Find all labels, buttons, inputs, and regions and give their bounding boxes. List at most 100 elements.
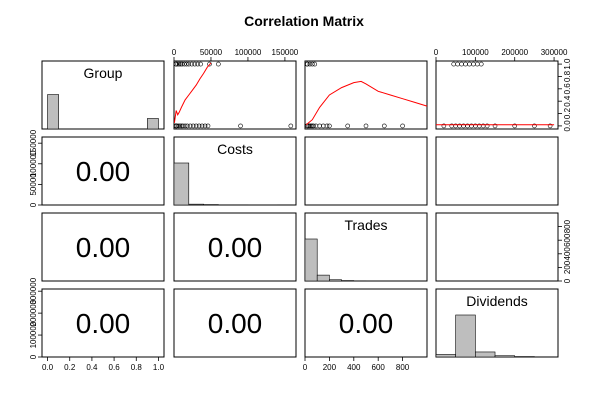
scatter-point [182, 123, 188, 129]
histogram-bar-dividends [435, 354, 456, 358]
scatter-point [177, 123, 183, 129]
x-tick-label-bottom: 200 [323, 363, 337, 372]
variable-label-dividends: Dividends [466, 293, 527, 309]
correlation-value-dividends-group: 0.00 [76, 308, 131, 339]
histogram-bar-dividends [475, 351, 496, 358]
x-tick-label-top: 0 [172, 48, 177, 57]
panel-frame-group-dividends [435, 60, 559, 130]
scatter-point [345, 123, 351, 129]
correlation-value-costs-group: 0.00 [76, 156, 131, 187]
scatter-point [463, 61, 468, 67]
y-tick-label-right: 0.6 [563, 83, 572, 95]
scatter-point [475, 61, 480, 67]
panel-frame-costs-group [41, 136, 165, 206]
y-tick-label-right: 600 [563, 233, 572, 247]
histogram-bar-trades [316, 274, 330, 282]
panel-grid: Group Costs Trades Dividends 0.00 0.00 0.00 0.0… [29, 48, 572, 372]
scatter-point [216, 61, 221, 67]
scatter-point [176, 61, 182, 67]
smooth-line [305, 80, 428, 126]
scatter-point [313, 123, 319, 129]
correlation-value-trades-group: 0.00 [76, 232, 131, 263]
correlation-value-dividends-costs: 0.00 [208, 308, 263, 339]
y-tick-label-left: 100000 [29, 150, 38, 177]
scatter-point [179, 61, 185, 67]
scatter-point [179, 123, 184, 129]
scatter-point [174, 123, 180, 129]
scatter-point [512, 123, 518, 129]
y-tick-label-left: 200000 [29, 299, 38, 326]
x-tick-label-bottom: 1.0 [153, 363, 165, 372]
scatter-point [193, 123, 199, 129]
x-tick-label-bottom: 800 [396, 363, 410, 372]
scatter-point [189, 61, 195, 67]
scatter-point [175, 61, 180, 67]
scatter-point [451, 61, 457, 67]
x-tick-label-bottom: 0.8 [131, 363, 143, 372]
scatter-point [192, 61, 198, 67]
scatter-point [195, 61, 200, 67]
scatter-point [196, 123, 202, 129]
histogram-bar-costs [188, 203, 204, 206]
scatter-point [311, 123, 316, 129]
y-tick-label-right: 400 [563, 247, 572, 261]
correlation-value-dividends-trades: 0.00 [339, 308, 394, 339]
variable-label-costs: Costs [217, 141, 253, 157]
scatter-panel-group-dividends [436, 61, 555, 129]
panel-frame-dividends-group [41, 288, 165, 358]
scatter-point [307, 123, 313, 129]
y-tick-label-left: 0 [29, 202, 38, 207]
scatter-point [288, 123, 294, 129]
x-tick-label-top: 100000 [235, 48, 262, 57]
scatter-point [312, 61, 318, 67]
histogram-bar-group [147, 118, 159, 130]
scatter-panel-group-costs [173, 61, 294, 129]
scatter-point [178, 61, 183, 67]
scatter-point [327, 123, 332, 129]
scatter-point [455, 61, 460, 67]
scatter-point [307, 61, 313, 67]
x-tick-label-bottom: 0.4 [86, 363, 98, 372]
y-tick-label-right: 0.2 [563, 107, 572, 119]
scatter-point [317, 123, 322, 129]
x-tick-label-top: 150000 [272, 48, 299, 57]
histogram-bar-trades [329, 279, 342, 282]
scatter-point [308, 123, 314, 129]
panel-frame-trades-dividends [435, 212, 559, 282]
scatter-point [400, 123, 405, 129]
scatter-point [180, 123, 186, 129]
scatter-panel-group-trades [304, 61, 428, 129]
scatter-point [202, 123, 208, 129]
panel-frame-group-trades [304, 60, 428, 130]
scatter-point [306, 123, 311, 129]
panel-frame-dividends-trades [304, 288, 428, 358]
scatter-point [532, 123, 537, 129]
scatter-point [199, 123, 205, 129]
x-tick-label-bottom: 400 [347, 363, 361, 372]
y-tick-label-right: 200 [563, 260, 572, 274]
x-tick-label-bottom: 0 [303, 363, 308, 372]
y-tick-label-right: 1.0 [563, 58, 572, 70]
y-tick-label-left: 50000 [29, 173, 38, 196]
chart-title: Correlation Matrix [244, 13, 364, 29]
variable-label-trades: Trades [344, 217, 387, 233]
scatter-point [186, 61, 192, 67]
panel-frame-group-costs [173, 60, 297, 130]
panel-frame-costs-trades [304, 136, 428, 206]
x-tick-label-bottom: 0.2 [64, 363, 76, 372]
scatter-point [176, 123, 181, 129]
scatter-point [190, 123, 196, 129]
panel-frame-trades-group [41, 212, 165, 282]
scatter-point [173, 61, 179, 67]
panel-frame-dividends-costs [173, 288, 297, 358]
variable-label-group: Group [84, 65, 123, 81]
scatter-point [363, 123, 369, 129]
histogram-bar-dividends [494, 355, 516, 358]
scatter-point [305, 61, 310, 67]
scatter-point [320, 123, 326, 129]
histogram-bar-trades [304, 238, 318, 282]
x-tick-label-top: 50000 [200, 48, 223, 57]
y-tick-label-left: 100000 [29, 321, 38, 348]
scatter-point [310, 61, 315, 67]
